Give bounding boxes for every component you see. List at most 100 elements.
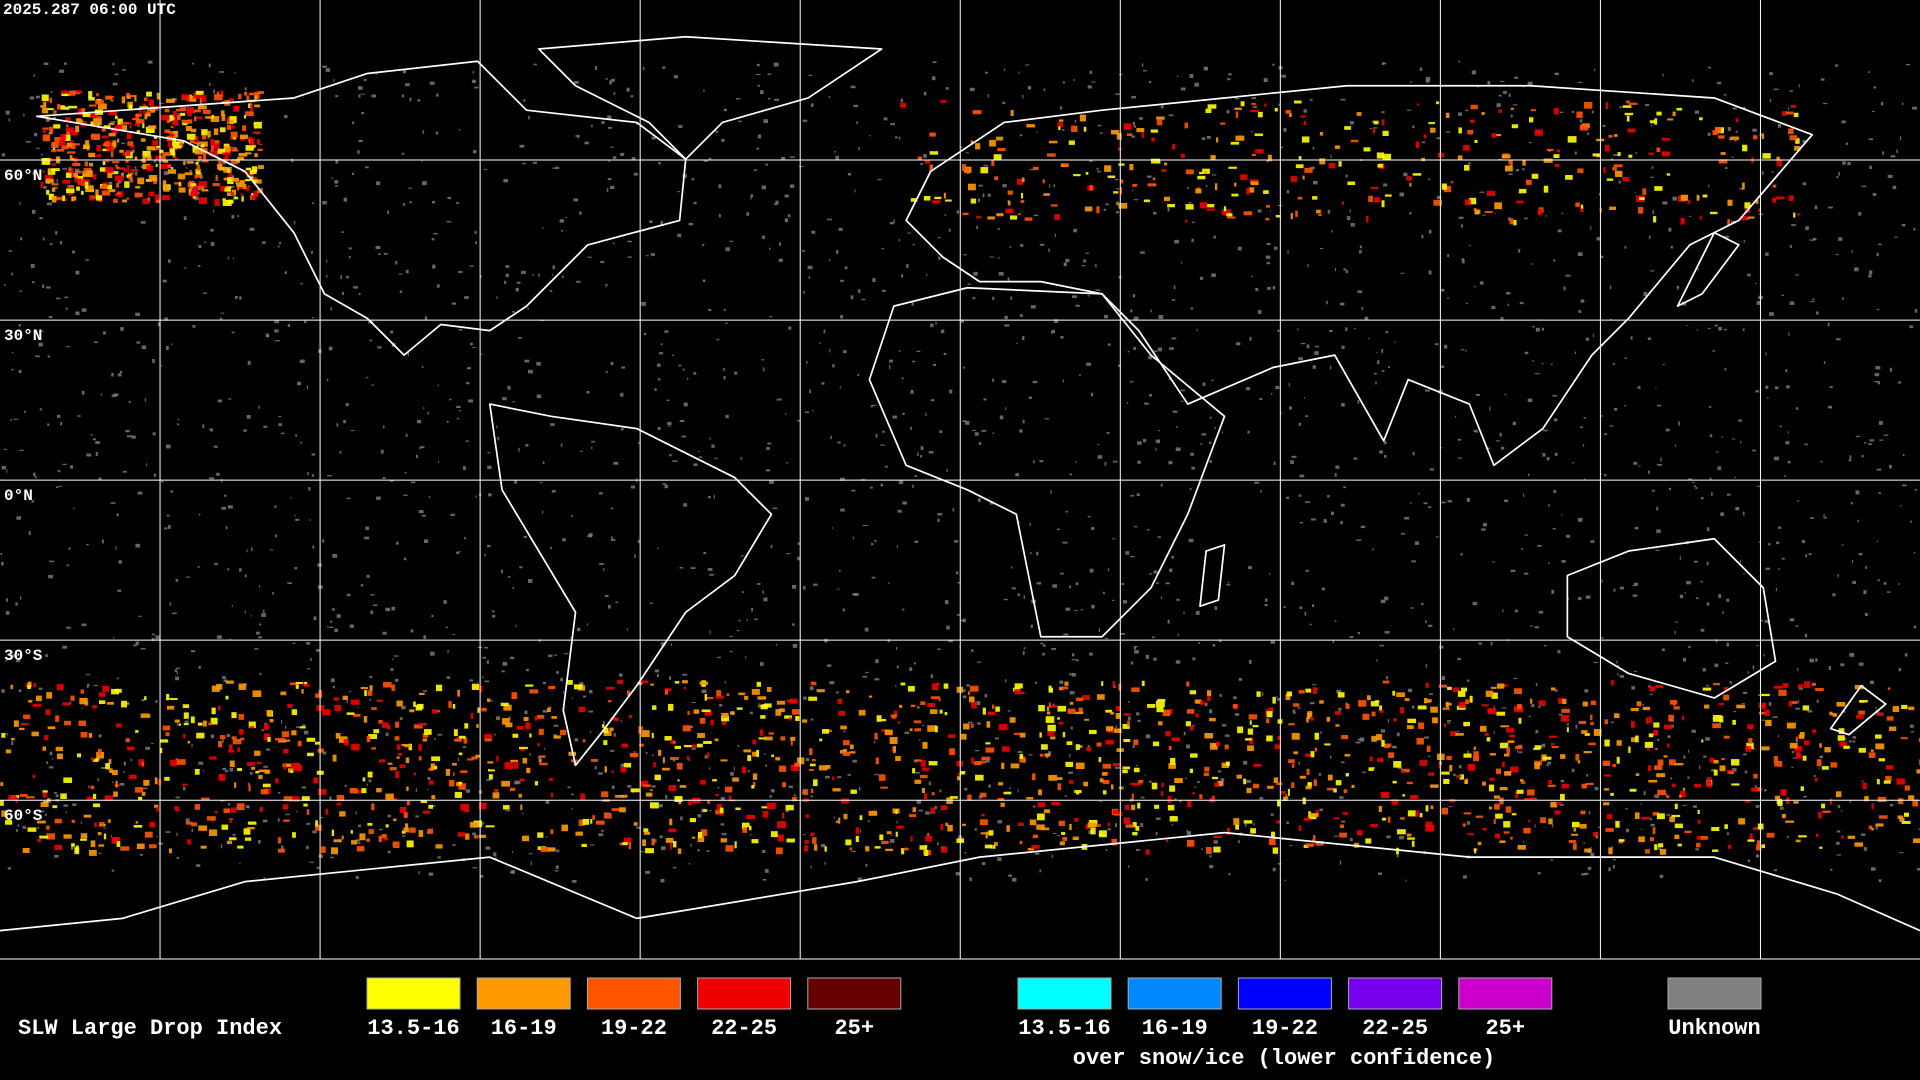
slw-pixel — [183, 712, 189, 719]
slw-pixel — [1744, 800, 1751, 803]
unknown-pixel — [1020, 244, 1024, 247]
slw-pixel — [1290, 213, 1293, 220]
slw-pixel — [236, 158, 240, 163]
slw-pixel — [1713, 759, 1719, 764]
slw-pixel — [525, 684, 534, 687]
slw-pixel — [330, 847, 338, 855]
slw-pixel — [179, 107, 186, 112]
unknown-pixel — [399, 717, 403, 721]
unknown-pixel — [550, 423, 555, 426]
slw-pixel — [78, 119, 83, 123]
unknown-pixel — [999, 415, 1004, 420]
unknown-pixel — [1036, 551, 1039, 556]
unknown-pixel — [74, 168, 80, 172]
unknown-pixel — [1747, 273, 1751, 277]
slw-pixel — [1003, 791, 1012, 795]
unknown-pixel — [392, 658, 394, 661]
slw-pixel — [60, 134, 67, 140]
slw-pixel — [1836, 701, 1846, 707]
unknown-pixel — [1830, 868, 1833, 871]
unknown-pixel — [1069, 753, 1071, 758]
unknown-pixel — [881, 289, 886, 292]
unknown-pixel — [1221, 431, 1224, 434]
unknown-pixel — [937, 518, 940, 523]
slw-pixel — [1014, 683, 1023, 689]
slw-pixel — [109, 768, 113, 773]
unknown-pixel — [906, 264, 909, 268]
slw-pixel — [46, 833, 56, 840]
unknown-pixel — [56, 297, 61, 300]
unknown-pixel — [1017, 593, 1020, 597]
unknown-pixel — [746, 212, 750, 216]
slw-pixel — [1067, 708, 1076, 714]
unknown-pixel — [153, 159, 157, 163]
unknown-pixel — [1022, 94, 1024, 99]
slw-pixel — [1798, 835, 1807, 838]
slw-pixel — [1654, 765, 1663, 771]
unknown-pixel — [1298, 357, 1303, 361]
unknown-pixel — [1910, 731, 1915, 733]
slw-pixel — [49, 97, 53, 104]
slw-pixel — [248, 185, 251, 188]
slw-pixel — [1206, 847, 1212, 854]
slw-pixel — [907, 685, 915, 692]
unknown-pixel — [1802, 140, 1806, 143]
unknown-pixel — [664, 484, 669, 489]
slw-pixel — [169, 133, 175, 137]
slw-pixel — [280, 691, 287, 696]
unknown-pixel — [1236, 342, 1241, 346]
unknown-pixel — [1140, 823, 1144, 827]
unknown-pixel — [1144, 402, 1147, 405]
unknown-pixel — [897, 509, 902, 513]
slw-pixel — [980, 167, 989, 174]
unknown-pixel — [984, 71, 988, 74]
unknown-pixel — [502, 662, 508, 666]
unknown-pixel — [975, 749, 980, 752]
unknown-pixel — [1146, 403, 1150, 405]
unknown-pixel — [1400, 272, 1405, 274]
slw-pixel — [111, 127, 118, 134]
unknown-pixel — [997, 820, 1003, 824]
unknown-pixel — [691, 702, 697, 704]
slw-pixel — [1010, 215, 1018, 220]
unknown-pixel — [1280, 412, 1282, 415]
unknown-pixel — [1836, 175, 1839, 179]
slw-pixel — [1592, 153, 1601, 157]
unknown-pixel — [265, 333, 269, 338]
slw-pixel — [231, 712, 237, 719]
slw-pixel — [104, 158, 110, 163]
slw-pixel — [251, 194, 256, 200]
unknown-pixel — [36, 147, 40, 149]
unknown-pixel — [1091, 604, 1095, 609]
slw-pixel — [341, 835, 344, 840]
slw-pixel — [595, 820, 605, 825]
slw-pixel — [1803, 681, 1811, 688]
slw-pixel — [70, 140, 75, 143]
slw-pixel — [810, 681, 817, 686]
unknown-pixel — [1499, 80, 1505, 82]
slw-pixel — [1653, 216, 1657, 223]
slw-pixel — [1254, 133, 1264, 137]
unknown-pixel — [945, 87, 949, 90]
slw-pixel — [604, 766, 607, 773]
unknown-pixel — [409, 97, 412, 102]
unknown-pixel — [554, 166, 560, 170]
slw-pixel — [373, 729, 380, 734]
unknown-pixel — [1649, 818, 1653, 821]
unknown-pixel — [1369, 128, 1373, 130]
unknown-pixel — [1810, 517, 1814, 519]
unknown-pixel — [72, 803, 77, 806]
slw-pixel — [1240, 101, 1245, 107]
slw-pixel — [899, 704, 903, 708]
slw-pixel — [700, 829, 708, 836]
slw-pixel — [65, 117, 71, 123]
slw-pixel — [1130, 804, 1136, 811]
slw-pixel — [22, 847, 30, 853]
unknown-pixel — [34, 475, 37, 479]
slw-pixel — [1495, 813, 1503, 819]
slw-pixel — [1458, 127, 1462, 134]
unknown-pixel — [709, 630, 711, 635]
slw-pixel — [1482, 827, 1487, 831]
slw-pixel — [603, 740, 608, 746]
unknown-pixel — [112, 82, 118, 86]
